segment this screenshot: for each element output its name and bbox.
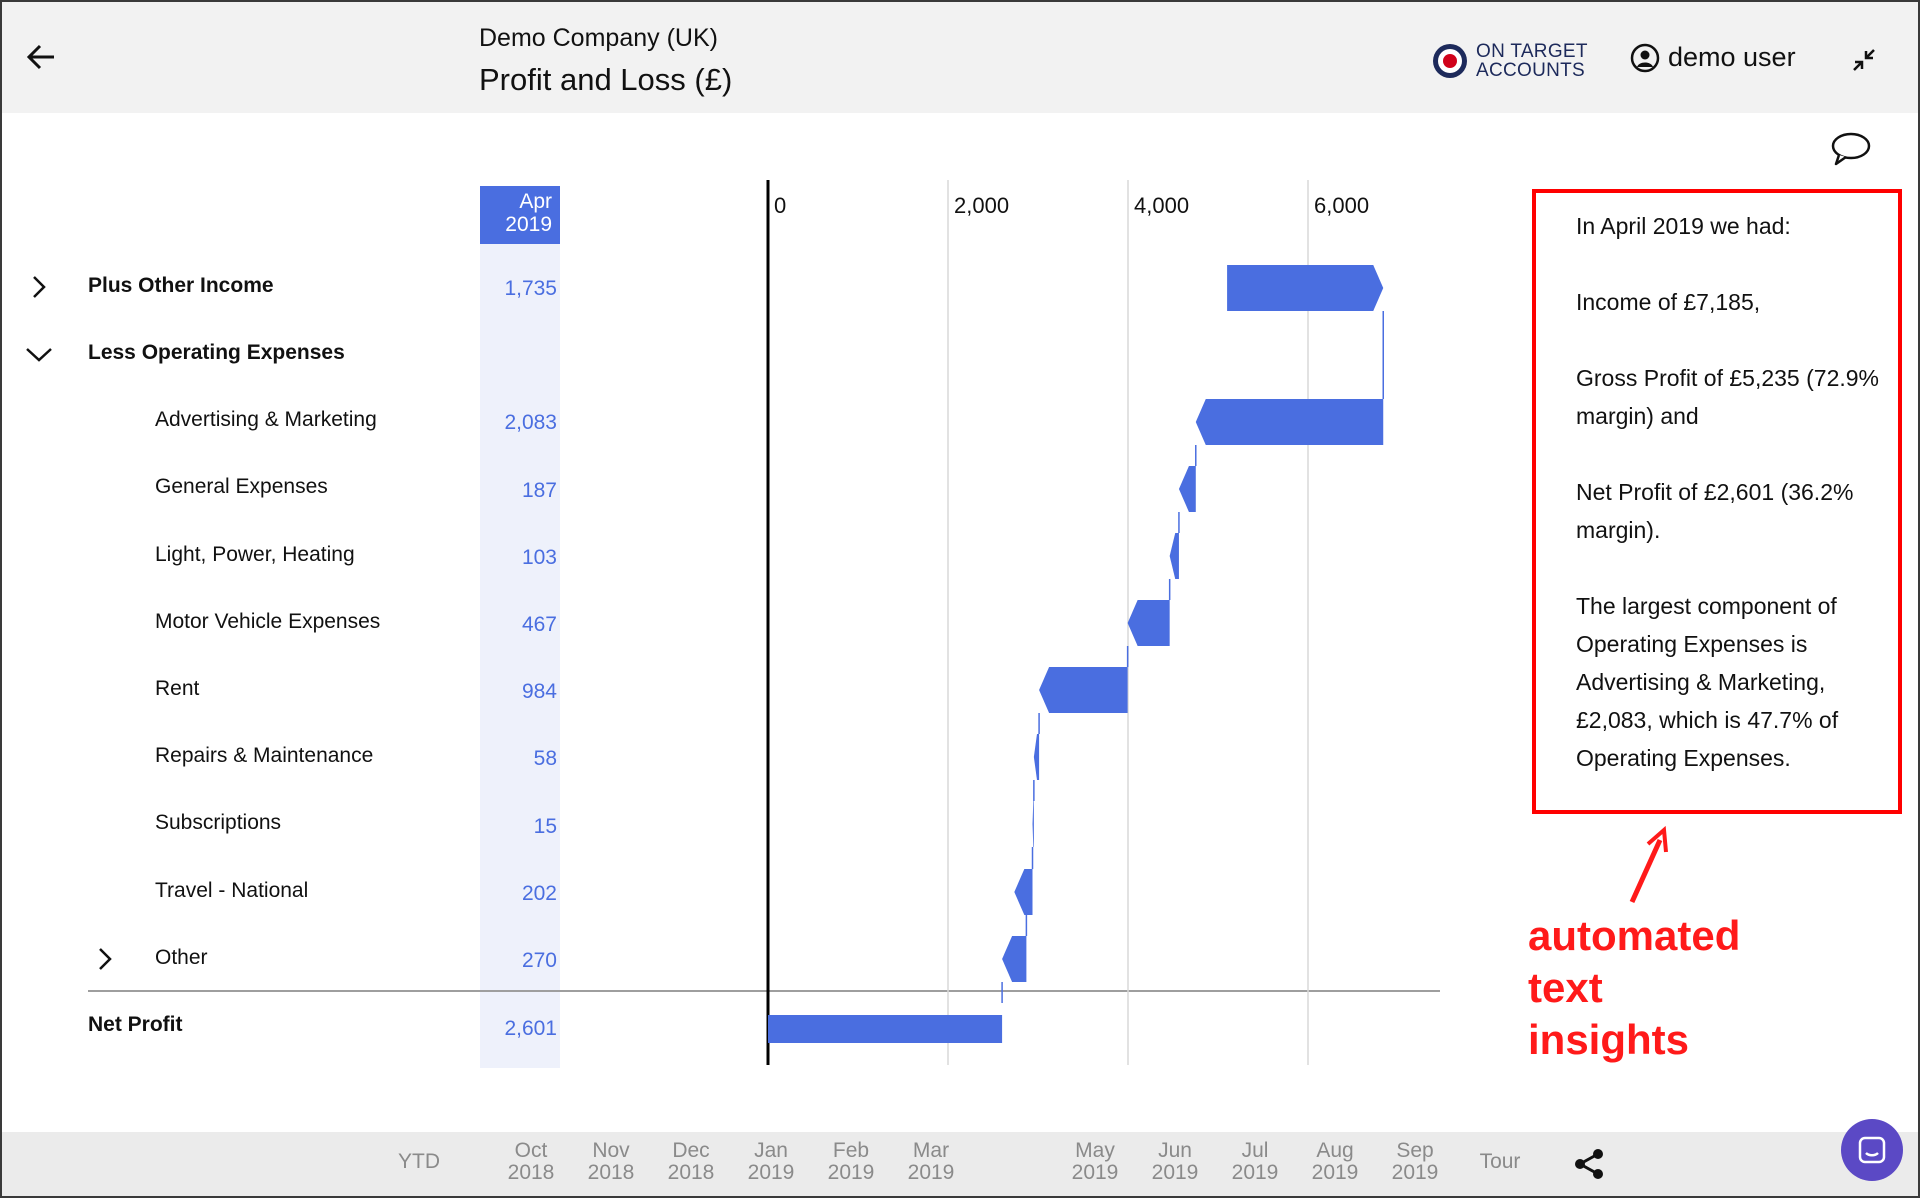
row-label-repairs[interactable]: Repairs & Maintenance bbox=[155, 744, 374, 767]
row-value-subscriptions[interactable]: 15 bbox=[533, 815, 557, 838]
x-tick-label: 2,000 bbox=[954, 193, 1010, 218]
insight-gross-profit: Gross Profit of £5,235 (72.9% margin) an… bbox=[1576, 365, 1879, 429]
row-value-advertising[interactable]: 2,083 bbox=[504, 411, 557, 434]
period-nav-item[interactable]: Tour bbox=[1479, 1150, 1521, 1173]
share-icon[interactable] bbox=[1572, 1147, 1606, 1181]
insight-income: Income of £7,185, bbox=[1576, 289, 1761, 315]
row-label-travel[interactable]: Travel - National bbox=[155, 879, 309, 902]
expand-chevron-icon[interactable] bbox=[90, 944, 120, 974]
row-label-advertising[interactable]: Advertising & Marketing bbox=[155, 408, 377, 431]
x-tick-label: 4,000 bbox=[1134, 193, 1190, 218]
account-circle-icon bbox=[1630, 43, 1660, 72]
period-nav-item[interactable]: Nov 2018 bbox=[587, 1139, 635, 1184]
period-nav-item[interactable]: Mar 2019 bbox=[907, 1139, 955, 1184]
period-nav-item[interactable]: Jul 2019 bbox=[1231, 1139, 1279, 1184]
collapse-icon[interactable] bbox=[1850, 46, 1878, 74]
period-nav-bar bbox=[2, 1132, 1918, 1196]
chat-icon bbox=[1858, 1136, 1886, 1164]
expand-chevron-icon[interactable] bbox=[24, 272, 54, 302]
period-nav-item[interactable]: Jan 2019 bbox=[747, 1139, 795, 1184]
collapse-chevron-icon[interactable] bbox=[24, 339, 54, 369]
total-divider bbox=[88, 990, 1440, 992]
row-label-motor-vehicle[interactable]: Motor Vehicle Expenses bbox=[155, 610, 381, 633]
top-bar: Demo Company (UK) Profit and Loss (£) ON… bbox=[2, 2, 1918, 113]
period-nav-item[interactable]: Oct 2018 bbox=[507, 1139, 555, 1184]
user-menu[interactable]: demo user bbox=[1630, 42, 1796, 73]
row-label-general-expenses[interactable]: General Expenses bbox=[155, 475, 328, 498]
row-value-rent[interactable]: 984 bbox=[521, 680, 557, 703]
month-column bbox=[480, 244, 560, 1068]
row-label-other-income[interactable]: Plus Other Income bbox=[88, 274, 274, 297]
row-label-net-profit[interactable]: Net Profit bbox=[88, 1013, 183, 1036]
user-name: demo user bbox=[1668, 42, 1796, 72]
target-logo-icon bbox=[1433, 44, 1467, 78]
comment-icon[interactable] bbox=[1830, 131, 1872, 167]
row-value-general-expenses[interactable]: 187 bbox=[521, 479, 557, 502]
row-label-operating-expenses[interactable]: Less Operating Expenses bbox=[88, 341, 345, 364]
annotation-label: automated text insights bbox=[1528, 912, 1741, 1063]
insight-net-profit: Net Profit of £2,601 (36.2% margin). bbox=[1576, 479, 1854, 543]
period-nav-item[interactable]: Aug 2019 bbox=[1311, 1139, 1359, 1184]
row-value-other[interactable]: 270 bbox=[521, 949, 557, 972]
row-value-motor-vehicle[interactable]: 467 bbox=[521, 613, 557, 636]
row-label-rent[interactable]: Rent bbox=[155, 677, 200, 700]
company-logo[interactable]: ON TARGET ACCOUNTS bbox=[1432, 40, 1588, 82]
row-label-other[interactable]: Other bbox=[155, 946, 208, 969]
period-nav-item[interactable]: May 2019 bbox=[1071, 1139, 1119, 1184]
x-tick-label: 6,000 bbox=[1314, 193, 1370, 218]
chat-launcher-button[interactable] bbox=[1841, 1119, 1903, 1181]
row-value-net-profit[interactable]: 2,601 bbox=[504, 1017, 557, 1040]
insight-intro: In April 2019 we had: bbox=[1576, 213, 1791, 239]
month-header-apr-2019[interactable]: Apr 2019 bbox=[480, 186, 560, 244]
row-value-travel[interactable]: 202 bbox=[521, 882, 557, 905]
company-name: Demo Company (UK) bbox=[479, 24, 718, 52]
insight-largest-component: The largest component of Operating Expen… bbox=[1576, 593, 1839, 771]
row-value-light-power[interactable]: 103 bbox=[521, 546, 557, 569]
logo-text: ON TARGET ACCOUNTS bbox=[1476, 41, 1588, 81]
row-label-light-power[interactable]: Light, Power, Heating bbox=[155, 543, 355, 566]
annotation-arrow-icon bbox=[1629, 826, 1668, 904]
insights-panel: In April 2019 we had: Income of £7,185, … bbox=[1532, 189, 1902, 814]
period-nav-item[interactable]: Dec 2018 bbox=[667, 1139, 715, 1184]
period-nav-item[interactable]: Feb 2019 bbox=[827, 1139, 875, 1184]
x-tick-label: 0 bbox=[774, 193, 787, 218]
period-nav-item[interactable]: YTD bbox=[398, 1150, 440, 1173]
page-title: Profit and Loss (£) bbox=[479, 62, 733, 97]
period-nav-item[interactable]: Jun 2019 bbox=[1151, 1139, 1199, 1184]
period-nav-item[interactable]: Sep 2019 bbox=[1391, 1139, 1439, 1184]
row-value-other-income[interactable]: 1,735 bbox=[504, 277, 557, 300]
row-value-repairs[interactable]: 58 bbox=[533, 747, 557, 770]
back-arrow-icon[interactable] bbox=[24, 40, 58, 74]
row-label-subscriptions[interactable]: Subscriptions bbox=[155, 811, 282, 834]
